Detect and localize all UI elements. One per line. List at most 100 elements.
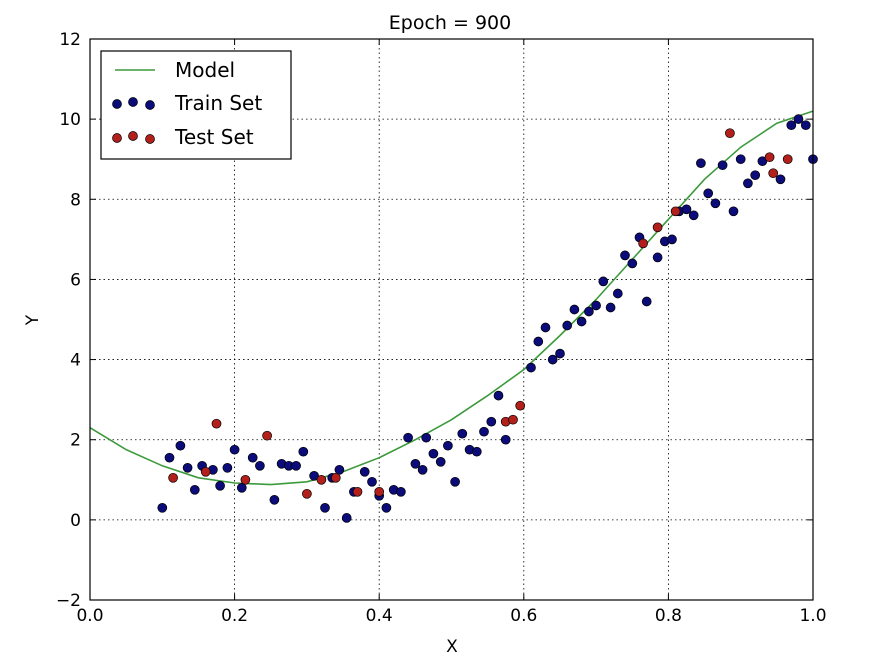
train-set-point	[471, 446, 482, 457]
train-set-point	[641, 296, 652, 307]
train-set-point	[410, 458, 421, 469]
train-set-point	[359, 466, 370, 477]
train-set-point	[500, 434, 511, 445]
train-set-point	[479, 426, 489, 437]
train-set-point	[652, 252, 663, 263]
train-set-point	[584, 306, 594, 317]
y-tick-label: −2	[56, 591, 81, 611]
train-set-point	[627, 258, 638, 269]
chart-title: Epoch = 900	[389, 12, 511, 34]
y-tick-label: 0	[70, 511, 81, 531]
test-set-point	[374, 486, 385, 497]
test-set-point	[652, 222, 663, 233]
train-set-point	[457, 428, 468, 439]
plot-data-area	[89, 110, 818, 523]
legend-train-marker-icon	[112, 97, 155, 110]
test-set-point	[638, 238, 648, 249]
legend-train-label: Train Set	[174, 91, 262, 115]
train-set-point	[255, 460, 265, 471]
train-set-point	[157, 502, 168, 513]
train-set-point	[605, 302, 616, 313]
train-set-point	[421, 432, 432, 443]
train-set-point	[229, 444, 240, 455]
train-set-point	[367, 476, 377, 487]
legend-model-label: Model	[175, 58, 235, 82]
train-set-point	[493, 390, 504, 401]
train-set-point	[417, 464, 428, 475]
train-set-point	[215, 480, 225, 491]
test-set-point	[316, 474, 327, 485]
legend-test-label: Test Set	[174, 125, 254, 149]
test-set-point	[330, 472, 341, 483]
train-set-point	[396, 486, 406, 497]
y-axis-label: Y	[23, 314, 43, 326]
legend-test-marker-icon	[112, 131, 155, 144]
test-set-point	[508, 414, 518, 425]
x-tick-label: 0.8	[655, 606, 682, 626]
train-set-point	[569, 304, 580, 315]
train-set-point	[728, 206, 739, 217]
train-set-point	[236, 482, 247, 493]
train-set-point	[526, 362, 536, 373]
train-set-point	[696, 158, 706, 169]
train-set-point	[775, 174, 786, 185]
train-set-point	[269, 494, 280, 505]
train-set-point	[786, 120, 797, 131]
y-tick-label: 6	[70, 270, 81, 290]
axis-ticks: 0.0 0.2 0.4 0.6 0.8 1.0 −2 0 2 4 6 8 10 12	[56, 30, 827, 626]
train-set-point	[612, 288, 623, 299]
train-set-point	[620, 250, 630, 261]
grid	[90, 39, 813, 600]
x-axis-label: X	[446, 637, 458, 657]
train-set-point	[320, 502, 330, 513]
train-set-point	[562, 320, 573, 331]
train-set-point	[175, 440, 186, 451]
train-set-point	[540, 322, 551, 333]
plot-frame	[89, 38, 814, 601]
test-set-point	[515, 400, 526, 411]
train-set-point	[381, 502, 392, 513]
test-set-point	[168, 472, 178, 483]
train-set-point	[182, 462, 193, 473]
x-tick-label: 0.0	[76, 606, 103, 626]
test-set-point	[352, 486, 363, 497]
train-set-point	[743, 178, 753, 189]
train-set-point	[717, 160, 728, 171]
train-set-point	[443, 440, 453, 451]
train-set-point	[291, 460, 301, 471]
model-curve-line	[89, 110, 814, 486]
train-set-point	[247, 452, 258, 463]
train-set-point	[341, 513, 352, 523]
test-set-point	[768, 168, 779, 179]
train-set-point	[591, 300, 601, 311]
test-set-point	[211, 418, 222, 429]
test-set-point	[764, 152, 775, 163]
test-set-point	[262, 430, 272, 441]
train-set-point	[298, 446, 309, 457]
test-set-point	[670, 206, 681, 217]
x-tick-label: 0.6	[510, 606, 537, 626]
x-tick-label: 0.2	[221, 606, 248, 626]
train-set-point	[735, 154, 746, 165]
train-set-point	[533, 336, 544, 347]
train-set-point	[598, 276, 609, 287]
test-set-point	[200, 466, 211, 477]
train-set-point	[547, 354, 558, 365]
legend: Model Train Set Test Set	[100, 50, 292, 160]
train-set-point	[222, 462, 233, 473]
test-set-point	[240, 474, 251, 485]
train-set-point	[688, 210, 699, 221]
x-tick-label: 0.4	[366, 606, 393, 626]
train-set-point	[800, 120, 811, 131]
test-set-point	[725, 128, 735, 139]
train-set-point	[189, 484, 200, 495]
train-set-point	[750, 170, 761, 181]
train-set-point	[793, 114, 804, 124]
y-tick-label: 4	[70, 351, 81, 371]
train-set-point	[334, 464, 345, 475]
train-set-point	[450, 476, 460, 487]
train-set-point	[681, 204, 692, 215]
x-tick-label: 1.0	[799, 606, 826, 626]
